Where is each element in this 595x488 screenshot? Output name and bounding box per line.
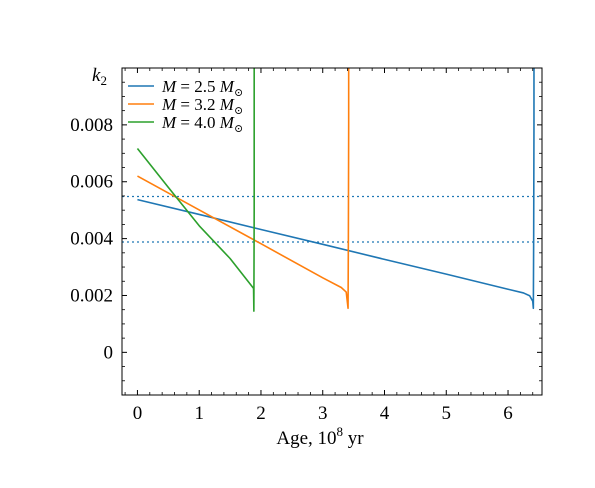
y-axis-title: k2 bbox=[92, 65, 107, 88]
y-tick-label: 0.002 bbox=[70, 285, 113, 306]
y-axis-title-subscript: 2 bbox=[100, 73, 107, 88]
legend: M = 2.5 M⊙M = 3.2 M⊙M = 4.0 M⊙ bbox=[128, 77, 243, 135]
x-tick-label: 6 bbox=[503, 403, 513, 424]
x-tick-label: 5 bbox=[442, 403, 452, 424]
legend-mass-symbol: M bbox=[161, 95, 177, 114]
series-line-1 bbox=[137, 68, 535, 310]
legend-solar-symbol: ⊙ bbox=[234, 87, 243, 99]
legend-mass-unit: M bbox=[219, 77, 235, 96]
x-axis-title-exponent: 8 bbox=[337, 424, 344, 439]
legend-mass-value: = 3.2 bbox=[176, 95, 220, 114]
legend-mass-symbol: M bbox=[161, 113, 177, 132]
y-axis-tick-labels: 0 0.002 0.004 0.006 0.008 bbox=[70, 115, 113, 363]
x-axis-title-text: Age, 10 bbox=[276, 428, 336, 449]
x-axis-title-unit: yr bbox=[343, 428, 364, 449]
x-tick-label: 4 bbox=[380, 403, 390, 424]
x-axis-ticks bbox=[124, 68, 534, 395]
x-axis-title: Age, 108 yr bbox=[276, 424, 364, 449]
series-line-2 bbox=[137, 68, 350, 310]
legend-label-2: M = 3.2 M⊙ bbox=[161, 95, 243, 117]
x-tick-label: 1 bbox=[194, 403, 204, 424]
y-tick-label: 0 bbox=[104, 342, 114, 363]
legend-mass-value: = 2.5 bbox=[176, 77, 220, 96]
series-line-3 bbox=[136, 68, 255, 312]
x-tick-label: 0 bbox=[133, 403, 143, 424]
x-axis-tick-labels: 0 1 2 3 4 5 6 bbox=[133, 403, 513, 424]
legend-solar-symbol: ⊙ bbox=[234, 105, 243, 117]
legend-mass-unit: M bbox=[219, 95, 235, 114]
y-tick-label: 0.006 bbox=[70, 172, 113, 193]
y-tick-label: 0.008 bbox=[70, 115, 113, 136]
legend-mass-value: = 4.0 bbox=[176, 113, 220, 132]
series-lines bbox=[136, 68, 535, 312]
legend-label-3: M = 4.0 M⊙ bbox=[161, 113, 243, 135]
legend-solar-symbol: ⊙ bbox=[234, 123, 243, 135]
x-tick-label: 2 bbox=[256, 403, 266, 424]
reference-lines bbox=[122, 195, 542, 243]
y-axis-ticks bbox=[122, 81, 542, 396]
legend-mass-unit: M bbox=[219, 113, 235, 132]
legend-label-1: M = 2.5 M⊙ bbox=[161, 77, 243, 99]
y-axis-title-symbol: k bbox=[92, 65, 101, 86]
legend-mass-symbol: M bbox=[161, 77, 177, 96]
x-tick-label: 3 bbox=[318, 403, 328, 424]
plot-frame bbox=[121, 67, 543, 396]
y-tick-label: 0.004 bbox=[70, 229, 113, 250]
